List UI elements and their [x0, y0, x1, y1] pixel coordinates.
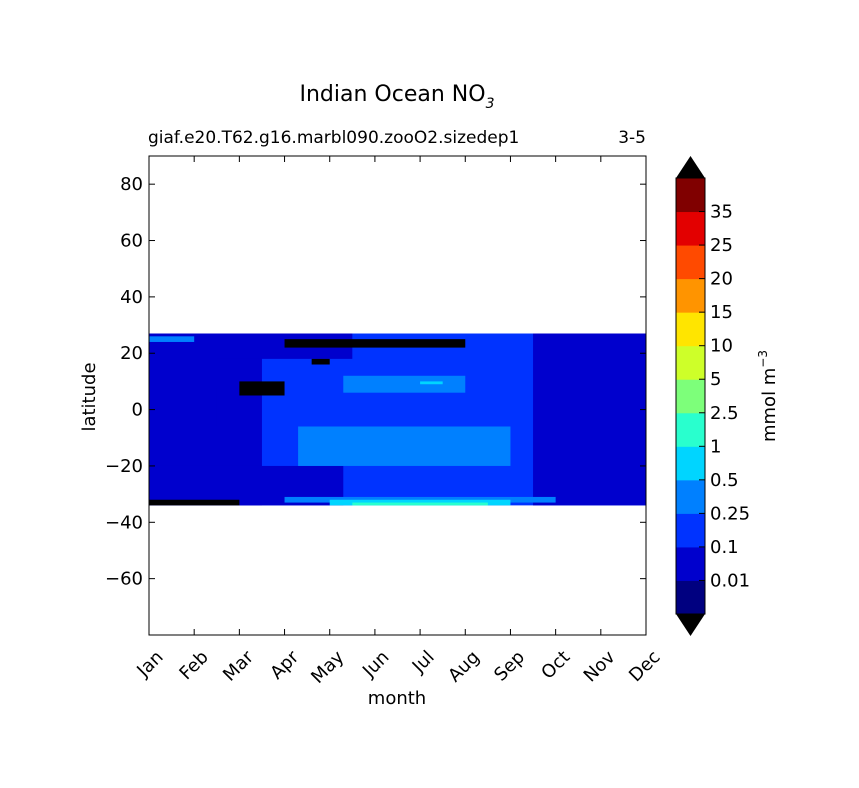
contour-region-11 — [352, 502, 488, 506]
colorbar: 0.01 0.1 0.25 0.5 1 2.5 5 10 15 20 25 35 mmol m−3 — [675, 156, 780, 636]
contour-region-6 — [298, 426, 511, 466]
colorbar-over-arrow — [676, 156, 705, 178]
x-tick-label: Jun — [358, 647, 393, 682]
y-tick-label: 80 — [120, 174, 143, 195]
contour-region-5 — [149, 387, 217, 427]
colorbar-band — [676, 479, 705, 514]
y-tick-label: 60 — [120, 231, 143, 252]
colorbar-label: mmol m−3 — [756, 350, 780, 442]
contour-region-13 — [239, 381, 285, 396]
colorbar-band — [676, 379, 705, 414]
y-axis: 80 60 40 20 0 −20 −40 −60 — [105, 174, 646, 590]
colorbar-tick-label: 1 — [710, 436, 721, 457]
colorbar-band — [676, 178, 705, 213]
contour-region-7 — [343, 375, 466, 393]
x-tick-label: Dec — [625, 647, 664, 686]
chart-title: Indian Ocean NO3 — [300, 82, 495, 112]
x-axis-label: month — [368, 688, 426, 709]
colorbar-tick-label: 25 — [710, 235, 733, 256]
colorbar-band — [676, 513, 705, 548]
colorbar-band — [676, 412, 705, 447]
colorbar-tick-label: 0.1 — [710, 537, 739, 558]
colorbar-band — [676, 245, 705, 280]
x-tick-label: Mar — [219, 646, 258, 685]
x-tick-label: May — [307, 646, 348, 687]
y-axis-label: latitude — [79, 362, 100, 431]
y-tick-label: −40 — [105, 512, 143, 533]
contour-region-14 — [311, 358, 330, 365]
colorbar-frame — [675, 177, 706, 615]
colorbar-tick-label: 0.5 — [710, 470, 739, 491]
x-tick-label: Sep — [490, 647, 529, 686]
colorbar-band — [676, 580, 705, 615]
colorbar-tick-label: 0.01 — [710, 570, 750, 591]
colorbar-tick-label: 35 — [710, 202, 733, 223]
colorbar-band — [676, 312, 705, 347]
y-tick-label: 0 — [132, 400, 143, 421]
colorbar-band — [676, 446, 705, 481]
plot-area: Jan Feb Mar Apr May Jun Jul Aug Sep Oct Nov Dec 80 6… — [105, 155, 665, 688]
colorbar-tick-label: 2.5 — [710, 403, 739, 424]
contour-region-12 — [149, 336, 195, 342]
colorbar-band — [676, 278, 705, 313]
y-tick-label: −60 — [105, 569, 143, 590]
contour-fill — [149, 333, 646, 506]
plot-frame — [148, 155, 647, 636]
x-tick-label: Feb — [175, 647, 212, 684]
x-tick-label: Jul — [408, 647, 439, 678]
colorbar-tick-label: 5 — [710, 369, 721, 390]
contour-region-16 — [149, 499, 240, 506]
colorbar-under-arrow — [676, 614, 705, 636]
x-tick-label: Oct — [537, 647, 574, 684]
chart-subtitle-left: giaf.e20.T62.g16.marbl090.zooO2.sizedep1 — [148, 128, 519, 148]
colorbar-band — [676, 546, 705, 581]
chart-subtitle-right: 3-5 — [618, 128, 646, 148]
contour-region-3 — [533, 333, 646, 506]
contour-region-8 — [420, 381, 443, 385]
x-tick-label: Jan — [132, 647, 167, 682]
colorbar-tick-label: 20 — [710, 269, 733, 290]
colorbar-tick-label: 10 — [710, 336, 733, 357]
colorbar-band — [676, 345, 705, 380]
contour-region-15 — [284, 339, 466, 348]
x-tick-label: Apr — [266, 646, 303, 683]
y-tick-label: 20 — [120, 343, 143, 364]
y-tick-label: −20 — [105, 456, 143, 477]
colorbar-tick-label: 0.25 — [710, 503, 750, 524]
x-tick-label: Nov — [580, 646, 620, 686]
colorbar-band — [676, 211, 705, 246]
colorbar-tick-label: 15 — [710, 302, 733, 323]
y-tick-label: 40 — [120, 287, 143, 308]
x-tick-label: Aug — [444, 647, 484, 687]
contour-region-10 — [329, 499, 511, 506]
